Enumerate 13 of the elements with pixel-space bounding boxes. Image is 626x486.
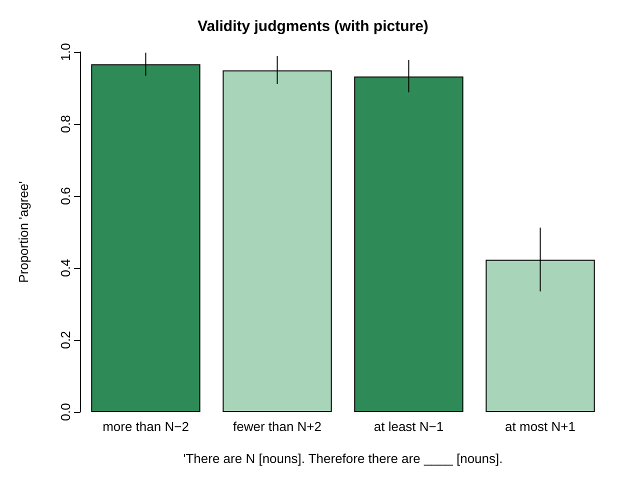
x-tick-label: at most N+1 <box>505 419 576 434</box>
y-tick-label: 0.6 <box>58 186 73 206</box>
x-axis-title: 'There are N [nouns]. Therefore there are ____ [nouns]. <box>183 451 503 466</box>
chart-title: Validity judgments (with picture) <box>198 18 428 35</box>
x-tick-label: more than N−2 <box>102 419 189 434</box>
y-tick-label: 1.0 <box>58 42 73 62</box>
y-tick-label: 0.0 <box>58 402 73 422</box>
y-tick-label: 0.2 <box>58 330 73 350</box>
y-tick-label: 0.8 <box>58 114 73 134</box>
y-tick-label: 0.4 <box>58 258 73 278</box>
y-axis-title: Proportion 'agree' <box>16 181 31 283</box>
x-tick-label: at least N−1 <box>374 419 444 434</box>
x-tick-label: fewer than N+2 <box>232 419 322 434</box>
